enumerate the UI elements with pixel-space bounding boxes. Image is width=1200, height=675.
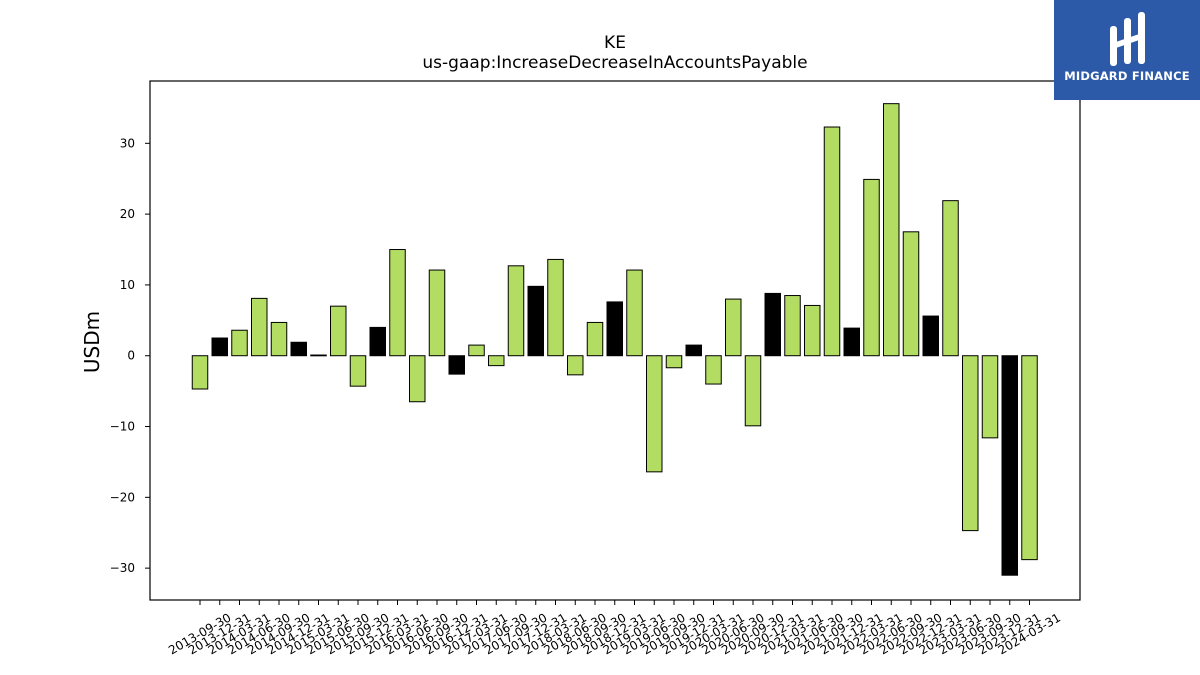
bar-2014-09-30 bbox=[270, 321, 288, 357]
bar-2021-06-30 bbox=[804, 304, 821, 357]
bar-2024-03-31 bbox=[1021, 355, 1038, 561]
bar-2019-03-31 bbox=[626, 269, 643, 357]
chart-subtitle: us-gaap:IncreaseDecreaseInAccountsPayabl… bbox=[422, 53, 807, 73]
bar-2016-06-30 bbox=[409, 355, 426, 403]
y-tick-label: −10 bbox=[110, 420, 135, 434]
bar-2013-12-31 bbox=[211, 337, 228, 357]
bar-2015-03-31 bbox=[310, 354, 327, 357]
bar-2020-12-31 bbox=[764, 292, 781, 357]
plot-frame bbox=[149, 80, 1081, 601]
y-axis-label: USDm bbox=[80, 311, 104, 373]
bar-2020-03-31 bbox=[705, 355, 722, 385]
bars-group bbox=[191, 103, 1038, 576]
brand-logo: MIDGARD FINANCE bbox=[1054, 0, 1200, 100]
bar-2014-12-31 bbox=[290, 341, 307, 357]
y-tick-label: 0 bbox=[127, 349, 135, 363]
bar-2022-09-30 bbox=[902, 231, 920, 357]
bar-2015-09-30 bbox=[349, 355, 367, 387]
bar-2022-06-30 bbox=[883, 103, 900, 357]
logo-text: MIDGARD FINANCE bbox=[1064, 69, 1190, 83]
y-tick-label: 20 bbox=[120, 207, 135, 221]
bar-2016-09-30 bbox=[428, 269, 446, 357]
bar-2018-09-30 bbox=[586, 321, 604, 357]
bar-2015-06-30 bbox=[330, 305, 347, 357]
bar-2023-03-31 bbox=[942, 200, 959, 357]
y-tick-label: 10 bbox=[120, 278, 135, 292]
chart-title: KE bbox=[604, 33, 626, 53]
bar-2021-12-31 bbox=[843, 327, 860, 357]
bar-2016-12-31 bbox=[448, 355, 465, 375]
y-tick-label: 30 bbox=[120, 136, 135, 150]
x-axis: 2013-09-302013-12-312014-03-312014-06-30… bbox=[166, 600, 1063, 657]
y-axis: −30 −20 −10 0 10 20 30 bbox=[110, 136, 150, 575]
bar-2019-12-31 bbox=[685, 344, 702, 357]
bar-2016-03-31 bbox=[389, 249, 406, 357]
bar-2017-12-31 bbox=[527, 285, 544, 357]
bar-2019-09-30 bbox=[665, 355, 683, 369]
bar-2017-03-31 bbox=[468, 344, 485, 357]
y-tick-label: −30 bbox=[110, 561, 135, 575]
bar-2023-09-30 bbox=[981, 355, 999, 439]
bar-2023-06-30 bbox=[962, 355, 979, 532]
midgard-logo-icon bbox=[1110, 12, 1145, 66]
bar-2013-09-30 bbox=[191, 355, 209, 390]
bar-2018-12-31 bbox=[606, 301, 623, 357]
bar-2017-09-30 bbox=[507, 265, 525, 357]
bar-2020-09-30 bbox=[744, 355, 762, 427]
bar-2019-06-30 bbox=[646, 355, 663, 473]
bar-2021-03-31 bbox=[784, 295, 801, 357]
bar-2020-06-30 bbox=[725, 298, 742, 357]
bar-2023-12-31 bbox=[1001, 355, 1018, 576]
bar-2022-03-31 bbox=[863, 178, 880, 357]
bar-2022-12-31 bbox=[922, 315, 939, 357]
bar-2018-06-30 bbox=[567, 355, 584, 376]
bar-2014-03-31 bbox=[231, 329, 248, 357]
bar-2021-09-30 bbox=[823, 126, 841, 357]
bar-2017-06-30 bbox=[488, 355, 505, 367]
y-tick-label: −20 bbox=[110, 490, 135, 504]
bar-2014-06-30 bbox=[251, 297, 268, 357]
bar-2015-12-31 bbox=[369, 326, 386, 357]
bar-2018-03-31 bbox=[547, 258, 564, 357]
